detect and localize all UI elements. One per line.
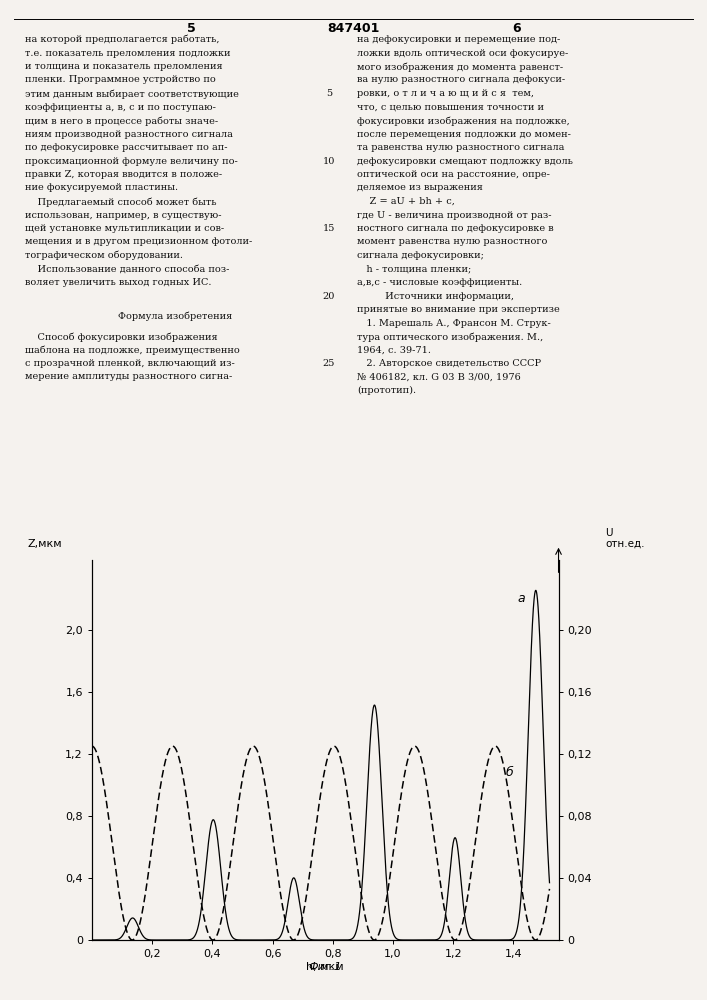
Text: тографическом оборудовании.: тографическом оборудовании. xyxy=(25,251,182,260)
Text: б: б xyxy=(506,766,513,779)
Text: та равенства нулю разностного сигнала: та равенства нулю разностного сигнала xyxy=(357,143,564,152)
Text: воляет увеличить выход годных ИС.: воляет увеличить выход годных ИС. xyxy=(25,278,211,287)
Text: тура оптического изображения. М.,: тура оптического изображения. М., xyxy=(357,332,543,342)
Text: использован, например, в существую-: использован, например, в существую- xyxy=(25,211,221,220)
Text: 1. Марешаль А., Франсон М. Струк-: 1. Марешаль А., Франсон М. Струк- xyxy=(357,318,551,328)
Text: где U - величина производной от раз-: где U - величина производной от раз- xyxy=(357,211,551,220)
Text: 25: 25 xyxy=(322,359,335,368)
Text: фокусировки изображения на подложке,: фокусировки изображения на подложке, xyxy=(357,116,570,125)
Text: Использование данного способа поз-: Использование данного способа поз- xyxy=(25,265,229,274)
Text: проксимационной формуле величину по-: проксимационной формуле величину по- xyxy=(25,157,238,166)
Text: Формула изобретения: Формула изобретения xyxy=(118,312,232,321)
Text: мого изображения до момента равенст-: мого изображения до момента равенст- xyxy=(357,62,563,72)
Text: принятые во внимание при экспертизе: принятые во внимание при экспертизе xyxy=(357,305,560,314)
Text: момент равенства нулю разностного: момент равенства нулю разностного xyxy=(357,237,547,246)
Text: дефокусировки смещают подложку вдоль: дефокусировки смещают подложку вдоль xyxy=(357,157,573,166)
Text: щей установке мультипликации и сов-: щей установке мультипликации и сов- xyxy=(25,224,224,233)
Text: 15: 15 xyxy=(322,224,335,233)
Text: ва нулю разностного сигнала дефокуси-: ва нулю разностного сигнала дефокуси- xyxy=(357,76,565,85)
Text: по дефокусировке рассчитывает по ап-: по дефокусировке рассчитывает по ап- xyxy=(25,143,227,152)
Text: 5: 5 xyxy=(187,22,195,35)
Text: этим данным выбирает соответствующие: этим данным выбирает соответствующие xyxy=(25,89,239,99)
Text: № 406182, кл. G 03 B 3/00, 1976: № 406182, кл. G 03 B 3/00, 1976 xyxy=(357,372,521,381)
Text: коэффициенты а, в, с и по поступаю-: коэффициенты а, в, с и по поступаю- xyxy=(25,103,216,111)
Text: пленки. Программное устройство по: пленки. Программное устройство по xyxy=(25,76,216,85)
Text: 1964, с. 39-71.: 1964, с. 39-71. xyxy=(357,346,431,355)
Text: с прозрачной пленкой, включающий из-: с прозрачной пленкой, включающий из- xyxy=(25,359,235,368)
Text: сигнала дефокусировки;: сигнала дефокусировки; xyxy=(357,251,484,260)
Text: шаблона на подложке, преимущественно: шаблона на подложке, преимущественно xyxy=(25,345,240,355)
X-axis label: h, мкм: h, мкм xyxy=(306,962,344,972)
Text: ложки вдоль оптической оси фокусируе-: ложки вдоль оптической оси фокусируе- xyxy=(357,48,568,57)
Text: (прототип).: (прототип). xyxy=(357,386,416,395)
Text: что, с целью повышения точности и: что, с целью повышения точности и xyxy=(357,103,544,111)
Text: 847401: 847401 xyxy=(327,22,380,35)
Text: ровки, о т л и ч а ю щ и й с я  тем,: ровки, о т л и ч а ю щ и й с я тем, xyxy=(357,89,534,98)
Text: 5: 5 xyxy=(326,89,332,98)
Text: т.е. показатель преломления подложки: т.е. показатель преломления подложки xyxy=(25,48,230,57)
Text: Z,мкм: Z,мкм xyxy=(28,539,62,549)
Text: и толщина и показатель преломления: и толщина и показатель преломления xyxy=(25,62,223,71)
Text: деляемое из выражения: деляемое из выражения xyxy=(357,184,483,192)
Text: мерение амплитуды разностного сигна-: мерение амплитуды разностного сигна- xyxy=(25,372,232,381)
Text: правки Z, которая вводится в положе-: правки Z, которая вводится в положе- xyxy=(25,170,222,179)
Text: 2. Авторское свидетельство СССР: 2. Авторское свидетельство СССР xyxy=(357,359,541,368)
Text: на дефокусировки и перемещение под-: на дефокусировки и перемещение под- xyxy=(357,35,560,44)
Text: 20: 20 xyxy=(322,292,335,301)
Text: Z = aU + bh + c,: Z = aU + bh + c, xyxy=(357,197,455,206)
Text: a: a xyxy=(518,592,525,605)
Text: 6: 6 xyxy=(512,22,520,35)
Text: 10: 10 xyxy=(322,157,335,166)
Text: Способ фокусировки изображения: Способ фокусировки изображения xyxy=(25,332,217,342)
Text: Предлагаемый способ может быть: Предлагаемый способ может быть xyxy=(25,197,216,207)
Text: ностного сигнала по дефокусировке в: ностного сигнала по дефокусировке в xyxy=(357,224,554,233)
Text: ние фокусируемой пластины.: ние фокусируемой пластины. xyxy=(25,184,178,192)
Text: U
отн.ед.: U отн.ед. xyxy=(605,528,645,549)
Text: после перемещения подложки до момен-: после перемещения подложки до момен- xyxy=(357,130,571,139)
Text: оптической оси на расстояние, опре-: оптической оси на расстояние, опре- xyxy=(357,170,550,179)
Text: ниям производной разностного сигнала: ниям производной разностного сигнала xyxy=(25,130,233,139)
Text: на которой предполагается работать,: на которой предполагается работать, xyxy=(25,35,219,44)
Text: щим в него в процессе работы значе-: щим в него в процессе работы значе- xyxy=(25,116,218,125)
Text: мещения и в другом прецизионном фотоли-: мещения и в другом прецизионном фотоли- xyxy=(25,237,252,246)
Text: Источники информации,: Источники информации, xyxy=(357,292,514,301)
Text: а,в,с - числовые коэффициенты.: а,в,с - числовые коэффициенты. xyxy=(357,278,522,287)
Text: h - толщина пленки;: h - толщина пленки; xyxy=(357,265,472,274)
Text: Фиг.1: Фиг.1 xyxy=(308,962,342,972)
